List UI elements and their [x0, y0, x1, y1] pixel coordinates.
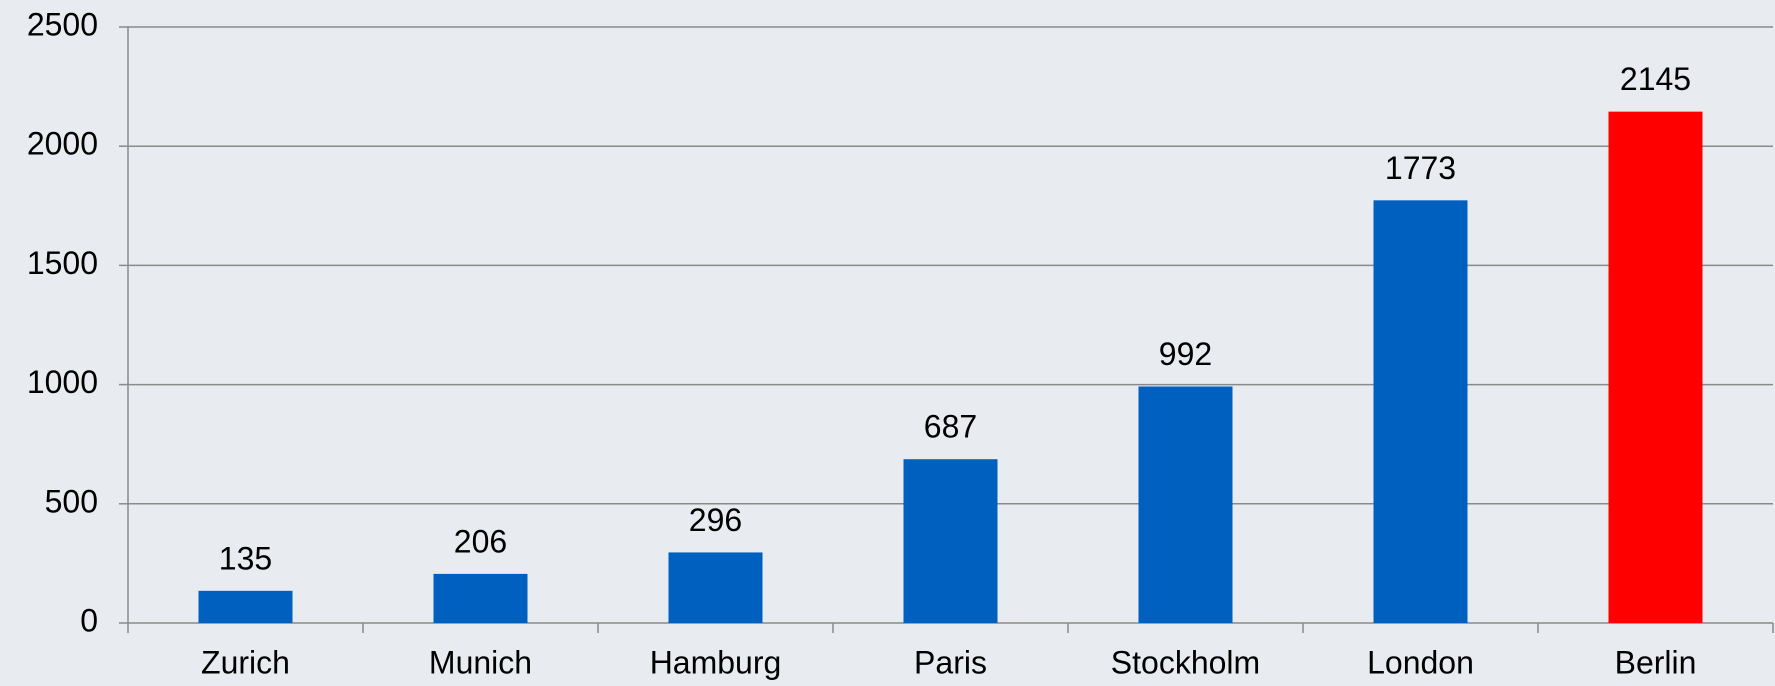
value-label: 135	[219, 540, 272, 576]
x-tick-label: Zurich	[201, 644, 290, 680]
value-label: 1773	[1385, 150, 1456, 186]
bar	[1608, 111, 1703, 623]
y-tick-label: 500	[45, 483, 98, 519]
y-tick-label: 2500	[27, 6, 98, 42]
bar	[198, 590, 293, 623]
x-tick-label: Munich	[429, 644, 532, 680]
y-tick-label: 1000	[27, 364, 98, 400]
x-tick-label: Stockholm	[1111, 644, 1260, 680]
x-tick-label: Paris	[914, 644, 987, 680]
x-tick-label: Berlin	[1615, 644, 1697, 680]
y-tick-label: 2000	[27, 126, 98, 162]
value-label: 687	[924, 409, 977, 445]
value-label: 992	[1159, 336, 1212, 372]
value-label: 296	[689, 502, 742, 538]
value-label: 2145	[1620, 61, 1691, 97]
y-tick-label: 0	[80, 602, 98, 638]
y-tick-label: 1500	[27, 245, 98, 281]
value-label: 206	[454, 523, 507, 559]
bar	[433, 573, 528, 623]
x-tick-label: London	[1367, 644, 1474, 680]
bar	[1138, 386, 1233, 623]
bar	[903, 459, 998, 623]
x-tick-label: Hamburg	[650, 644, 782, 680]
bar	[668, 552, 763, 623]
bar	[1373, 200, 1468, 623]
